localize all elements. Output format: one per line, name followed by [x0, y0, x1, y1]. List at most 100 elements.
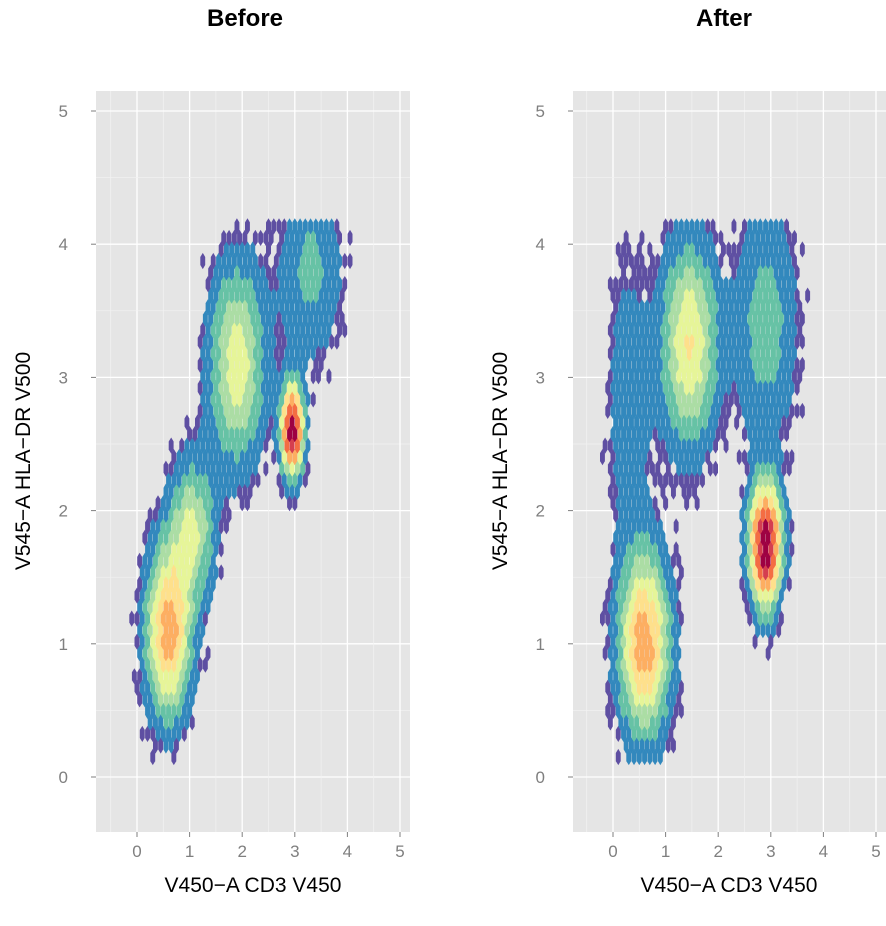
hexbin-cell [605, 402, 611, 419]
hexbin-cell [252, 229, 258, 246]
hexbin-cell [342, 252, 348, 270]
hexbin-cell [707, 414, 713, 431]
hexbin-cell [692, 391, 697, 408]
hexbin-cell [636, 518, 642, 535]
hexbin-cell [692, 345, 697, 362]
hexbin-cell [266, 356, 271, 373]
hexbin-cell [655, 599, 661, 616]
hexbin-cell [644, 691, 650, 708]
hexbin-cell [697, 299, 703, 316]
hexbin-cell [676, 460, 682, 477]
hexbin-cell [799, 241, 805, 258]
hexbin-cell [713, 322, 718, 339]
hexbin-cell [174, 599, 179, 616]
hexbin-cell [187, 564, 193, 581]
hexbin-cell [757, 472, 763, 489]
hexbin-cell [247, 437, 253, 454]
hexbin-cell [757, 518, 763, 535]
hexbin-cell [752, 241, 758, 258]
hexbin-cell [631, 426, 637, 443]
hexbin-cell [799, 356, 805, 373]
hexbin-cell [302, 241, 308, 258]
hexbin-cell [239, 472, 245, 489]
hexbin-cell [763, 564, 768, 581]
hexbin-cell [763, 541, 768, 558]
hexbin-cell [195, 529, 200, 546]
hexbin-cell [636, 679, 642, 696]
hexbin-cell [276, 449, 282, 466]
hexbin-cell [763, 333, 768, 350]
hexbin-cell [268, 299, 274, 316]
hexbin-cell [179, 529, 185, 546]
hexbin-cell [642, 356, 647, 373]
hexbin-cell [292, 241, 298, 258]
hexbin-cell [226, 322, 232, 339]
hexbin-cell [310, 368, 316, 385]
hexbin-cell [742, 402, 747, 419]
hexbin-cell [629, 368, 634, 385]
hexbin-cell [174, 483, 179, 500]
hexbin-cell [786, 299, 792, 316]
hexbin-cell [634, 691, 640, 708]
hexbin-cell [686, 252, 692, 270]
hexbin-cell [681, 299, 687, 316]
hexbin-cell [200, 575, 206, 593]
hexbin-cell [715, 333, 721, 350]
hexbin-cell [681, 322, 687, 339]
hexbin-cell [184, 460, 190, 477]
hexbin-cell [694, 379, 700, 396]
hexbin-cell [210, 391, 216, 408]
hexbin-cell [749, 345, 755, 362]
hexbin-cell [202, 610, 208, 627]
hexbin-cell [239, 241, 245, 258]
hexbin-cell [297, 449, 303, 466]
hexbin-cell [268, 229, 274, 246]
hexbin-cell [707, 345, 713, 362]
hexbin-cell [636, 449, 642, 466]
hexbin-cell [313, 287, 319, 304]
hexbin-cell [642, 449, 647, 466]
hexbin-cell [694, 287, 700, 304]
hexbin-cell [631, 356, 637, 373]
hexbin-cell [326, 299, 332, 316]
hexbin-cell [655, 276, 661, 293]
hexbin-cell [129, 610, 135, 627]
hexbin-cell [313, 241, 319, 258]
hexbin-cell [184, 599, 190, 616]
hexbin-cell [242, 391, 248, 408]
hexbin-cell [665, 252, 671, 270]
hexbin-cell [668, 656, 674, 673]
hexbin-cell [650, 345, 655, 362]
hexbin-cell [287, 449, 292, 466]
hexbin-cell [176, 633, 182, 650]
hexbin-cell [239, 356, 245, 373]
hexbin-cell [631, 518, 637, 535]
hexbin-cell [665, 437, 671, 454]
hexbin-cell [205, 345, 211, 362]
hexbin-cell [229, 310, 235, 327]
hexbin-cell [200, 322, 206, 339]
hexbin-cell [629, 437, 634, 454]
hexbin-cell [636, 702, 642, 719]
hexbin-cell [668, 287, 674, 304]
hexbin-cell [237, 322, 242, 339]
hexbin-cell [273, 414, 279, 431]
hexbin-cell [229, 264, 235, 281]
hexbin-cell [192, 472, 198, 489]
hexbin-cell [171, 656, 177, 673]
hexbin-cell [644, 714, 650, 731]
hexbin-cell [166, 541, 171, 558]
hexbin-cell [652, 379, 658, 396]
hexbin-cell [305, 322, 311, 339]
hexbin-cell [334, 310, 340, 327]
hexbin-cell [660, 252, 666, 270]
hexbin-cell [642, 333, 647, 350]
hexbin-cell [310, 229, 316, 246]
hexbin-cell [702, 391, 708, 408]
hexbin-cell [300, 368, 306, 385]
hexbin-cell [200, 529, 206, 546]
hexbin-cell [684, 310, 690, 327]
hexbin-cell [602, 437, 608, 454]
hexbin-cell [781, 460, 787, 477]
